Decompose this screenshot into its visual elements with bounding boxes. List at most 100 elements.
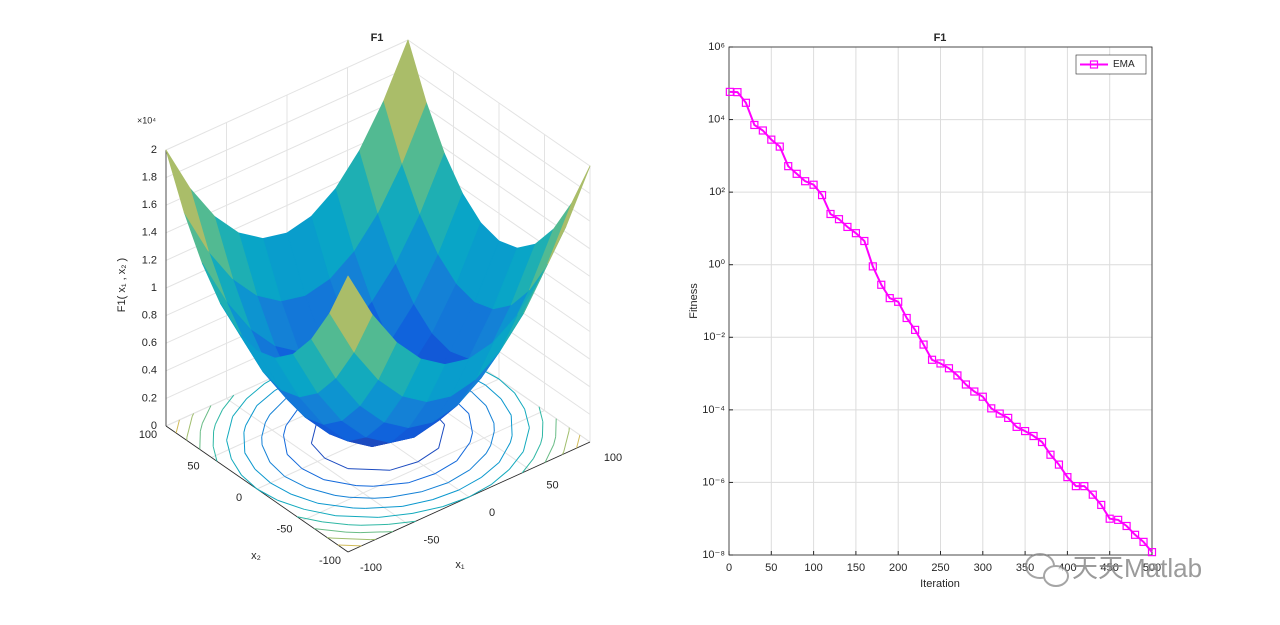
contour-line xyxy=(533,443,542,459)
contour-line xyxy=(469,432,473,443)
marker xyxy=(894,297,903,306)
contour-line xyxy=(561,451,565,455)
contour-line xyxy=(500,398,512,416)
contour-line xyxy=(432,489,460,501)
chart-title: F1 xyxy=(371,32,384,44)
contour-line xyxy=(442,496,470,508)
z-tick-label: 0.2 xyxy=(142,392,157,404)
contour-line xyxy=(485,405,495,424)
contour-line xyxy=(201,405,212,424)
grid-line xyxy=(407,67,591,195)
contour-line xyxy=(417,447,439,463)
marker xyxy=(936,359,945,368)
marker xyxy=(851,229,861,238)
z-tick-label: 1.2 xyxy=(142,254,157,266)
grid-line xyxy=(165,39,409,151)
contour-line xyxy=(498,442,511,463)
marker xyxy=(784,162,793,171)
contour-line xyxy=(304,508,336,517)
z-tick-label: 1.4 xyxy=(142,227,157,239)
marker xyxy=(725,87,734,96)
marker xyxy=(1114,515,1123,524)
marker xyxy=(758,126,767,135)
marker xyxy=(809,180,818,189)
surface-face xyxy=(165,149,209,252)
y-tick-label: 10⁴ xyxy=(708,113,725,125)
marker xyxy=(919,340,928,349)
marker xyxy=(1046,450,1055,459)
grid-line xyxy=(165,67,409,179)
contour-line xyxy=(301,468,324,481)
contour-line xyxy=(256,390,276,406)
contour-line xyxy=(245,405,258,426)
x-tick-label: 0 xyxy=(726,562,732,574)
contour-line xyxy=(524,408,530,428)
contour-line xyxy=(345,531,361,534)
x-tick-label: 350 xyxy=(1016,562,1034,574)
series-line xyxy=(729,90,1153,553)
y-tick-label: 10⁶ xyxy=(708,41,725,53)
contour-line xyxy=(334,494,350,498)
marker xyxy=(927,355,937,364)
contour-line xyxy=(514,392,526,410)
marker xyxy=(1097,500,1106,510)
contour-line xyxy=(214,409,223,425)
surface-axes: -100-50050100-100-5005010000.20.40.60.81… xyxy=(139,39,622,574)
x-tick-label: 100 xyxy=(804,562,822,574)
legend-box xyxy=(1075,54,1147,75)
marker xyxy=(801,177,810,186)
contour-line xyxy=(356,485,374,487)
contour-line xyxy=(458,477,482,491)
marker xyxy=(1029,431,1038,441)
contour-line xyxy=(388,520,416,525)
contour-line xyxy=(243,425,247,433)
contour-line xyxy=(277,499,305,510)
z-tick-label: 0.6 xyxy=(142,337,157,349)
y-tick-label: 50 xyxy=(187,460,199,472)
legend-marker xyxy=(1089,60,1099,69)
contour-line xyxy=(230,458,242,476)
contour-line xyxy=(226,440,232,460)
x-axis-label: x₁ xyxy=(455,559,465,571)
marker xyxy=(1071,482,1080,491)
contour-line xyxy=(508,451,524,470)
x-tick-label: 500 xyxy=(1143,562,1161,574)
marker xyxy=(1020,426,1030,436)
marker xyxy=(1147,548,1157,557)
contour-line xyxy=(408,473,436,484)
y-tick-label: 100 xyxy=(139,429,157,441)
x-tick-label: 300 xyxy=(974,562,992,574)
marker xyxy=(860,236,869,246)
contour-line xyxy=(191,413,195,417)
marker xyxy=(953,371,962,380)
contour-line xyxy=(521,458,534,474)
marker xyxy=(826,209,835,219)
icon-bubble xyxy=(1043,565,1069,587)
y-axis-label: Fitness xyxy=(688,283,700,319)
x-tick-label: 0 xyxy=(489,507,495,519)
contour-line xyxy=(553,436,557,445)
contour-line xyxy=(264,414,271,423)
contour-line xyxy=(317,502,354,509)
contour-line xyxy=(360,523,389,526)
contour-line xyxy=(269,461,286,477)
contour-line xyxy=(213,424,216,432)
marker xyxy=(1012,422,1021,431)
marker xyxy=(944,364,954,373)
contour-line xyxy=(490,469,510,485)
contour-line xyxy=(311,443,326,459)
contour-line xyxy=(212,446,218,462)
y-tick-label: 10² xyxy=(709,186,725,198)
contour-line xyxy=(374,496,390,499)
marker xyxy=(1037,437,1047,447)
y-tick-label: -50 xyxy=(277,523,293,535)
y-tick-label: -100 xyxy=(319,555,341,567)
x-tick-label: 100 xyxy=(604,452,622,464)
marker xyxy=(1105,514,1114,523)
contour-line xyxy=(261,444,271,463)
contour-line xyxy=(378,512,413,518)
contour-line xyxy=(373,482,409,487)
contour-line xyxy=(199,431,201,450)
y-tick-label: 0 xyxy=(236,492,242,504)
x-tick-label: 200 xyxy=(889,562,907,574)
